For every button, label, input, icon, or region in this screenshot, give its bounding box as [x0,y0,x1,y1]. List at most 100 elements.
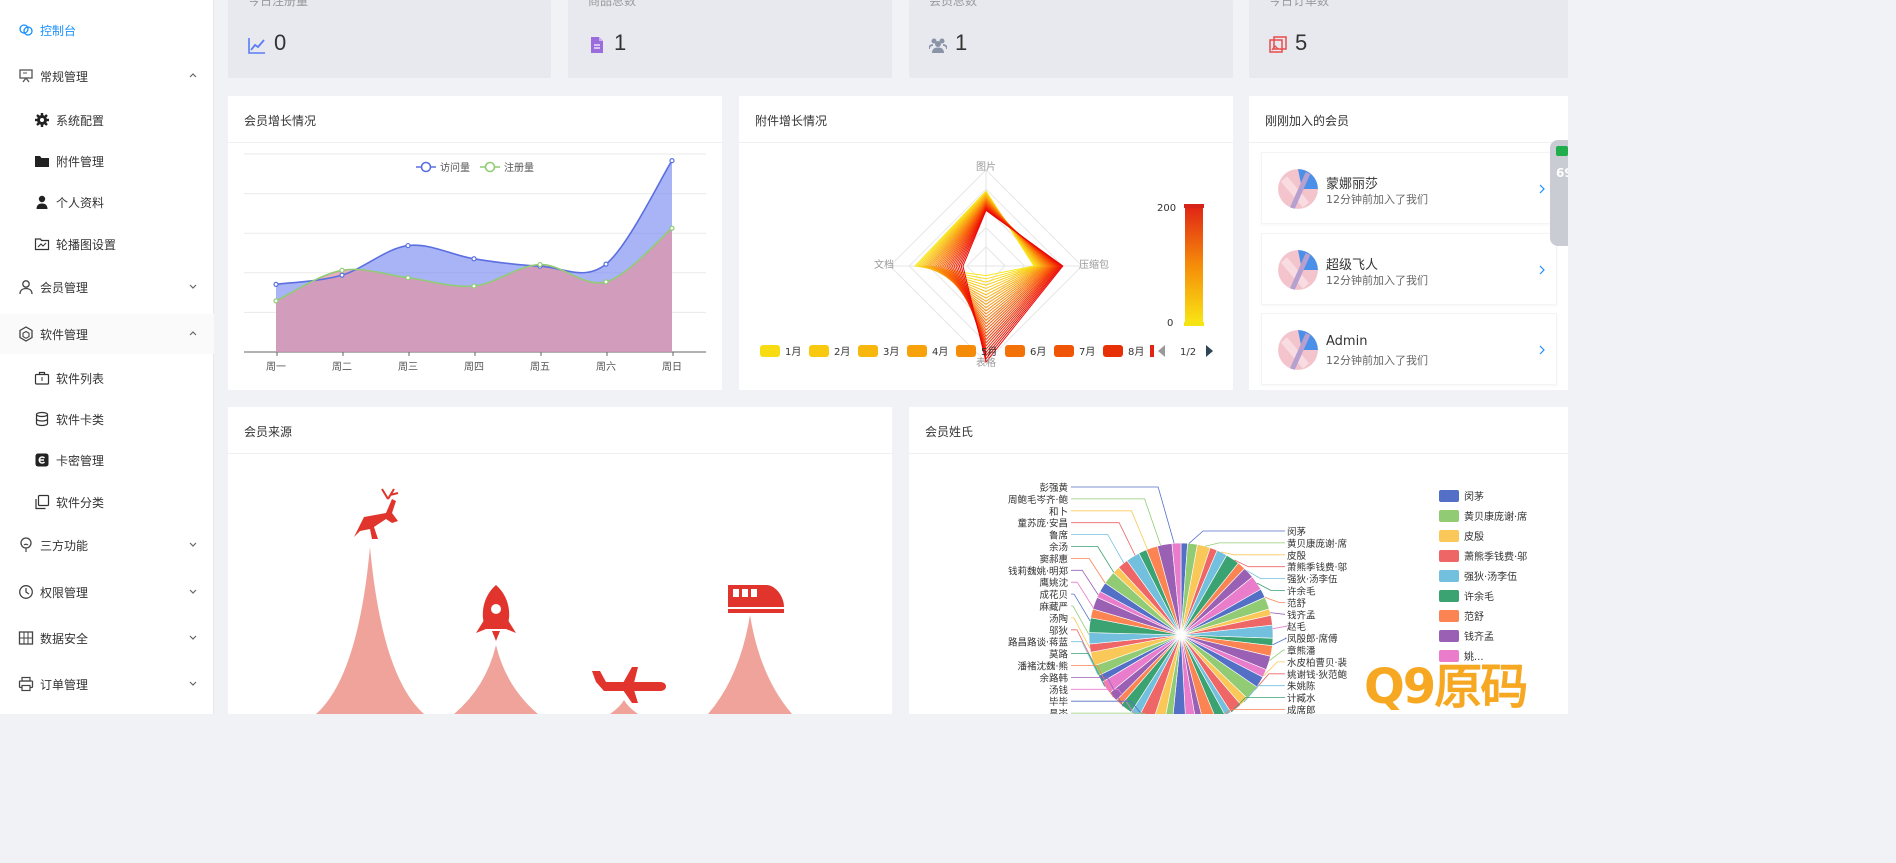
data-point[interactable] [603,279,609,285]
sidebar-item-attachments[interactable]: 附件管理 [0,141,214,181]
sidebar-item-label: 软件管理 [40,327,89,342]
presentation-icon [19,69,33,83]
clock-icon [19,585,33,599]
sidebar-item-software-category[interactable]: 软件分类 [0,482,214,522]
visual-map-handle-bottom[interactable] [1184,322,1204,326]
data-point[interactable] [471,256,477,262]
pie-label: 麻藏严 [1039,601,1068,613]
widget-value: 69 [1556,166,1568,180]
label-leader [1071,558,1106,584]
label-leader [1071,712,1146,714]
label-leader [1071,700,1142,714]
sidebar-item-card-keys[interactable]: 卡密管理 [0,440,214,480]
sidebar-item-carousel[interactable]: 轮播图设置 [0,224,214,264]
sidebar-item-dashboard[interactable]: 控制台 [0,10,214,50]
sidebar-item-orders[interactable]: 订单管理 [0,664,214,704]
label-leader [1231,697,1285,713]
pie-label: 强狄·汤李伍 [1287,574,1338,586]
legend-marker [1439,610,1459,622]
sidebar-item-label: 软件分类 [56,495,105,510]
label-leader [1071,676,1124,707]
pie-slice[interactable] [1180,634,1225,714]
sidebar-item-general[interactable]: 常规管理 [0,56,214,96]
pie-legend[interactable]: 闵茅黄贝康庞谢·席皮殷萧熊季钱费·邬强狄·汤李伍许余毛范舒钱齐孟姚... [1439,490,1527,663]
sidebar-item-software[interactable]: 软件管理 [0,314,214,354]
stat-card-products: 商品总数 1 [568,0,892,78]
legend-prev-icon[interactable] [1158,345,1165,357]
sidebar-item-software-cards[interactable]: 软件卡类 [0,399,214,439]
sidebar-item-label: 控制台 [40,23,77,38]
data-point[interactable] [471,283,477,289]
label-leader [1071,510,1148,550]
member-growth-chart: 周一 周二 周三 周四 周五 周六 周日 访问量 注册量 [244,153,706,373]
pie-slice[interactable] [1171,542,1182,636]
sidebar-item-profile[interactable]: 个人资料 [0,182,214,222]
data-point[interactable] [273,298,279,304]
legend-marker [1005,345,1025,357]
pie-slice[interactable] [1172,634,1186,714]
sidebar: 控制台 常规管理 系统配置 附件管理 个人资料 轮播图设置 会员管理 软件管理 … [0,0,214,714]
pie-label: 潘褚沈魏·熊 [1017,661,1068,673]
card-title: 刚刚加入的会员 [1265,114,1350,128]
legend-marker [809,345,829,357]
sidebar-item-system-config[interactable]: 系统配置 [0,100,214,140]
data-point[interactable] [405,242,411,249]
label-leader [1071,641,1099,675]
pie-slice[interactable] [1164,634,1182,714]
sidebar-item-members[interactable]: 会员管理 [0,267,214,307]
stat-value: 1 [955,30,968,55]
label-leader [1071,617,1091,649]
visual-map-bar[interactable] [1185,206,1203,324]
member-item[interactable]: 超级飞人 12分钟前加入了我们 [1261,233,1557,305]
data-point[interactable] [537,261,543,268]
label-leader [1264,596,1285,603]
file-icon [591,37,603,53]
pie-label: 钱齐孟 [1287,609,1316,621]
member-item[interactable]: Admin 12分钟前加入了我们 [1261,313,1557,385]
card-divider [228,142,722,143]
surname-pie-chart: 彭强黄周鲍毛岑齐·鲍和卜童苏庞·安昌鲁席余汤窦郝惠钱莉魏姚·明郑鹰姚沈成花贝麻藏… [1008,482,1527,714]
chevron-down-icon [189,635,197,640]
sidebar-item-permissions[interactable]: 权限管理 [0,572,214,612]
legend-label: 范舒 [1464,610,1484,623]
pie-label: 赵毛 [1287,621,1307,633]
label-leader [1272,637,1287,646]
user-icon [36,195,48,209]
pie-slice[interactable] [1180,634,1204,714]
balloon-icon [20,537,32,552]
folder-icon [35,156,49,167]
legend-label: 萧熊季钱费·邬 [1464,550,1527,563]
radar-series[interactable] [962,209,1064,364]
data-point[interactable] [603,261,609,267]
floating-speed-widget[interactable]: 69 [1550,140,1568,246]
radar-indicator: 文档 [874,258,894,271]
member-item[interactable]: 蒙娜丽莎 12分钟前加入了我们 [1261,152,1557,224]
data-point[interactable] [669,157,675,164]
legend-label: 2月 [834,346,850,358]
chevron-down-icon [189,284,197,289]
grid-icon [18,631,34,645]
pie-slice[interactable] [1180,634,1232,714]
stat-label: 会员总数 [929,0,978,8]
data-point[interactable] [273,281,279,287]
sidebar-item-data-security[interactable]: 数据安全 [0,618,214,658]
member-source-chart [316,488,792,714]
legend-next-icon[interactable] [1206,345,1213,357]
label-leader [1071,498,1161,546]
sidebar-item-third-party[interactable]: 三方功能 [0,525,214,565]
visual-map-handle-top[interactable] [1184,204,1204,208]
pie-slice[interactable] [1153,634,1182,714]
stat-label: 今日订单数 [1269,0,1330,8]
data-point[interactable] [339,267,345,273]
pie-label: 钱莉魏姚·明郑 [1008,565,1069,577]
sidebar-item-software-list[interactable]: 软件列表 [0,358,214,398]
radar-legend[interactable]: 1月 2月 3月 4月 5月 6月 7月 8月 [760,345,1144,358]
label-leader [1071,546,1115,573]
chart-legend[interactable]: 访问量 注册量 [416,161,534,174]
data-point[interactable] [339,272,345,278]
data-point[interactable] [669,225,675,231]
data-point[interactable] [405,275,411,281]
pie-label: 姚谢钱·狄范鲍 [1287,669,1348,681]
rocket-icon [476,585,516,641]
label-leader [1071,581,1094,608]
